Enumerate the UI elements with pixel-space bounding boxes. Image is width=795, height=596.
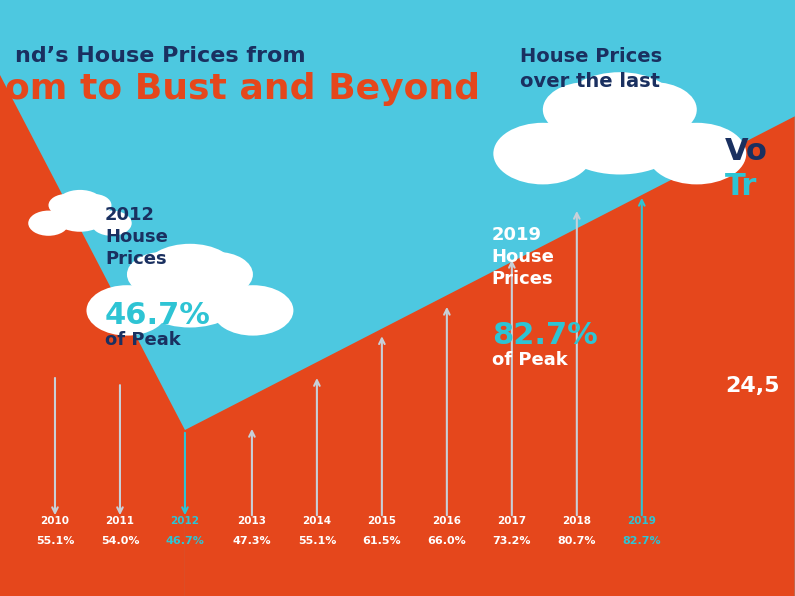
Text: 80.7%: 80.7% — [557, 536, 596, 546]
Text: 2018: 2018 — [562, 516, 591, 526]
Ellipse shape — [48, 194, 84, 216]
Text: 66.0%: 66.0% — [428, 536, 466, 546]
Text: 2012
House
Prices: 2012 House Prices — [105, 206, 168, 268]
Text: nd’s House Prices from: nd’s House Prices from — [15, 46, 305, 66]
Ellipse shape — [127, 252, 199, 297]
Ellipse shape — [91, 210, 132, 236]
Ellipse shape — [554, 98, 686, 175]
Text: 46.7%: 46.7% — [105, 301, 211, 330]
Ellipse shape — [145, 244, 235, 294]
Text: over the last: over the last — [520, 72, 660, 91]
Text: 2014: 2014 — [302, 516, 332, 526]
Ellipse shape — [609, 82, 696, 137]
Polygon shape — [185, 116, 795, 596]
Text: 2017: 2017 — [498, 516, 526, 526]
Ellipse shape — [76, 194, 111, 216]
Ellipse shape — [136, 265, 244, 327]
Ellipse shape — [53, 200, 107, 232]
Text: 2012: 2012 — [170, 516, 200, 526]
Text: 2019
House
Prices: 2019 House Prices — [492, 226, 555, 288]
Text: 61.5%: 61.5% — [363, 536, 401, 546]
Text: 2010: 2010 — [41, 516, 69, 526]
Ellipse shape — [647, 123, 747, 184]
Ellipse shape — [57, 190, 103, 215]
Text: 24,5: 24,5 — [725, 376, 779, 396]
Text: 2011: 2011 — [106, 516, 134, 526]
Ellipse shape — [212, 285, 293, 336]
Ellipse shape — [564, 72, 675, 134]
Text: Vo: Vo — [725, 137, 768, 166]
Ellipse shape — [543, 82, 630, 137]
Text: House Prices: House Prices — [520, 47, 662, 66]
Text: om to Bust and Beyond: om to Bust and Beyond — [5, 72, 480, 106]
Text: 82.7%: 82.7% — [492, 321, 598, 350]
Text: Tr: Tr — [725, 172, 757, 201]
Text: 82.7%: 82.7% — [622, 536, 661, 546]
Ellipse shape — [29, 210, 68, 236]
Text: 2016: 2016 — [432, 516, 461, 526]
Ellipse shape — [494, 123, 592, 184]
Ellipse shape — [87, 285, 168, 336]
Text: of Peak: of Peak — [105, 331, 180, 349]
Text: 47.3%: 47.3% — [233, 536, 271, 546]
Text: 55.1%: 55.1% — [36, 536, 74, 546]
Ellipse shape — [181, 252, 253, 297]
Text: 73.2%: 73.2% — [493, 536, 531, 546]
Text: 2015: 2015 — [367, 516, 397, 526]
Text: 54.0%: 54.0% — [101, 536, 139, 546]
Text: 55.1%: 55.1% — [297, 536, 336, 546]
Polygon shape — [0, 75, 185, 596]
Text: of Peak: of Peak — [492, 351, 568, 369]
Text: 46.7%: 46.7% — [165, 536, 204, 546]
Text: 2019: 2019 — [627, 516, 656, 526]
Text: 2013: 2013 — [238, 516, 266, 526]
